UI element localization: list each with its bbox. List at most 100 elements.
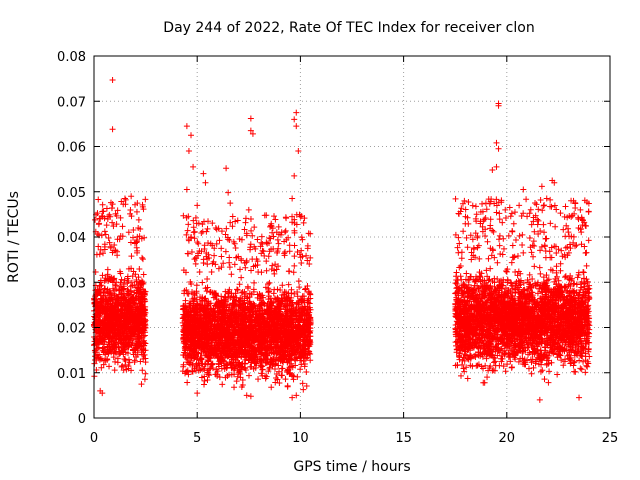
data-point [254,236,261,243]
data-point [128,367,135,374]
data-point [96,215,103,222]
data-point [103,222,110,229]
data-point [106,363,113,370]
data-point [251,224,258,231]
data-point [135,216,142,223]
data-point [131,289,138,296]
data-point [113,312,120,319]
data-point [94,231,101,238]
data-point [131,240,138,247]
data-point [125,229,132,236]
data-point [117,279,124,286]
data-point [266,234,273,241]
data-point [541,376,548,383]
data-point [125,278,132,285]
data-point [291,242,298,249]
data-point [117,232,124,239]
data-point [98,212,105,219]
data-point [101,241,108,248]
data-point [291,253,298,260]
data-point [139,201,146,208]
data-point [238,274,245,281]
data-point [129,326,136,333]
data-point [189,368,196,375]
data-point [121,277,128,284]
data-point [134,333,141,340]
data-point [263,267,270,274]
data-point [130,330,137,337]
data-point [142,370,149,377]
data-point [111,241,118,248]
data-point [112,358,119,365]
data-point [463,234,470,241]
data-point [111,367,118,374]
data-point [127,239,134,246]
data-point [203,228,210,235]
data-point [245,285,252,292]
data-point [133,276,140,283]
data-point [133,353,140,360]
data-point [139,351,146,358]
data-point [184,250,191,257]
data-point [100,250,107,257]
data-point [100,208,107,215]
data-point [106,239,113,246]
data-point [190,224,197,231]
data-point [282,227,289,234]
data-point [282,214,289,221]
data-point [102,231,109,238]
data-point [216,237,223,244]
data-point [98,356,105,363]
data-point [297,366,304,373]
data-point [193,282,200,289]
data-point [108,199,115,206]
data-point [99,201,106,208]
data-point [116,348,123,355]
data-point [99,345,106,352]
data-point [120,351,127,358]
data-point [198,230,205,237]
data-point [284,383,291,390]
data-point [282,376,289,383]
data-point [185,221,192,228]
data-point [208,268,215,275]
data-point [136,266,143,273]
data-point [237,266,244,273]
data-point [234,286,240,293]
data-point [226,254,233,261]
data-point [118,306,125,313]
data-point [461,197,468,204]
data-point [201,381,208,388]
data-point [245,372,252,379]
data-point [275,223,282,230]
data-point [266,279,273,286]
data-point [98,364,105,371]
data-point [299,380,306,387]
data-point [99,272,106,279]
data-point [114,293,121,300]
data-point [111,287,118,294]
data-point [141,376,148,383]
data-point [231,384,238,391]
data-point [128,253,135,260]
data-point [134,249,141,256]
data-point [125,363,132,370]
data-point [286,248,293,255]
data-point [249,232,256,239]
data-point [300,219,307,226]
data-point [192,260,199,267]
data-point [112,339,119,346]
data-point [95,221,102,228]
data-point [226,259,233,266]
data-point [226,264,233,271]
data-point [219,381,226,388]
data-point [101,228,108,235]
data-point [526,210,533,217]
data-point [218,253,225,260]
data-point [96,330,103,337]
data-point [140,355,147,362]
data-point [136,290,143,297]
data-point [231,261,238,268]
data-point [273,374,280,381]
